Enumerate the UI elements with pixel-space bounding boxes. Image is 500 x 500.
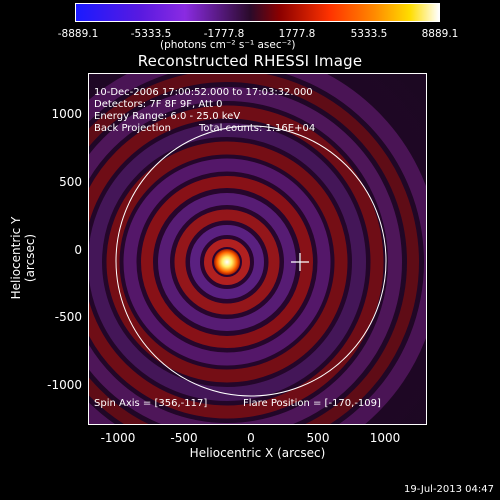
colorbar-tick: 1777.8 bbox=[278, 28, 316, 40]
colorbar-tick: -5333.5 bbox=[130, 28, 172, 40]
ring-pattern bbox=[89, 74, 426, 424]
annotation-time: 10-Dec-2006 17:00:52.000 to 17:03:32.000 bbox=[94, 87, 313, 98]
plot-title: Reconstructed RHESSI Image bbox=[137, 52, 363, 70]
y-tick-label: 500 bbox=[59, 175, 82, 189]
solar-limb bbox=[115, 125, 387, 397]
x-tick-label: -500 bbox=[170, 431, 198, 445]
colorbar-tick: -8889.1 bbox=[57, 28, 99, 40]
spin-axis-marker bbox=[291, 253, 309, 271]
colorbar-tick: 5333.5 bbox=[350, 28, 388, 40]
annotation-flare-position: Flare Position = [-170,-109] bbox=[243, 398, 381, 409]
image-plot: 10-Dec-2006 17:00:52.000 to 17:03:32.000… bbox=[88, 73, 427, 425]
colorbar bbox=[75, 3, 440, 22]
x-tick-label: 1000 bbox=[369, 431, 401, 445]
y-tick-label: 0 bbox=[74, 243, 82, 257]
annotation-energy: Energy Range: 6.0 - 25.0 keV bbox=[94, 111, 241, 122]
colorbar-tick: 8889.1 bbox=[421, 28, 459, 40]
colorbar-tick: -1777.8 bbox=[203, 28, 245, 40]
x-tick-label: -1000 bbox=[100, 431, 136, 445]
colorbar-unit: (photons cm⁻² s⁻¹ asec⁻²) bbox=[160, 39, 296, 51]
annotation-counts: Total counts: 1.16E+04 bbox=[199, 123, 316, 134]
x-tick-label: 0 bbox=[247, 431, 255, 445]
y-tick-label: -1000 bbox=[47, 378, 82, 392]
y-tick-label: -500 bbox=[54, 310, 82, 324]
annotation-method: Back Projection bbox=[94, 123, 171, 134]
rhessi-image bbox=[89, 74, 426, 424]
x-tick-label: 500 bbox=[306, 431, 330, 445]
y-axis-label: Heliocentric Y (arcsec) bbox=[9, 216, 37, 300]
y-tick-label: 1000 bbox=[51, 107, 82, 121]
annotation-spin-axis: Spin Axis = [356,-117] bbox=[94, 398, 208, 409]
annotation-detectors: Detectors: 7F 8F 9F, Att 0 bbox=[94, 99, 223, 110]
flare-source bbox=[214, 249, 240, 275]
generation-date: 19-Jul-2013 04:47 bbox=[403, 484, 494, 495]
x-axis-label: Heliocentric X (arcsec) bbox=[189, 446, 326, 460]
